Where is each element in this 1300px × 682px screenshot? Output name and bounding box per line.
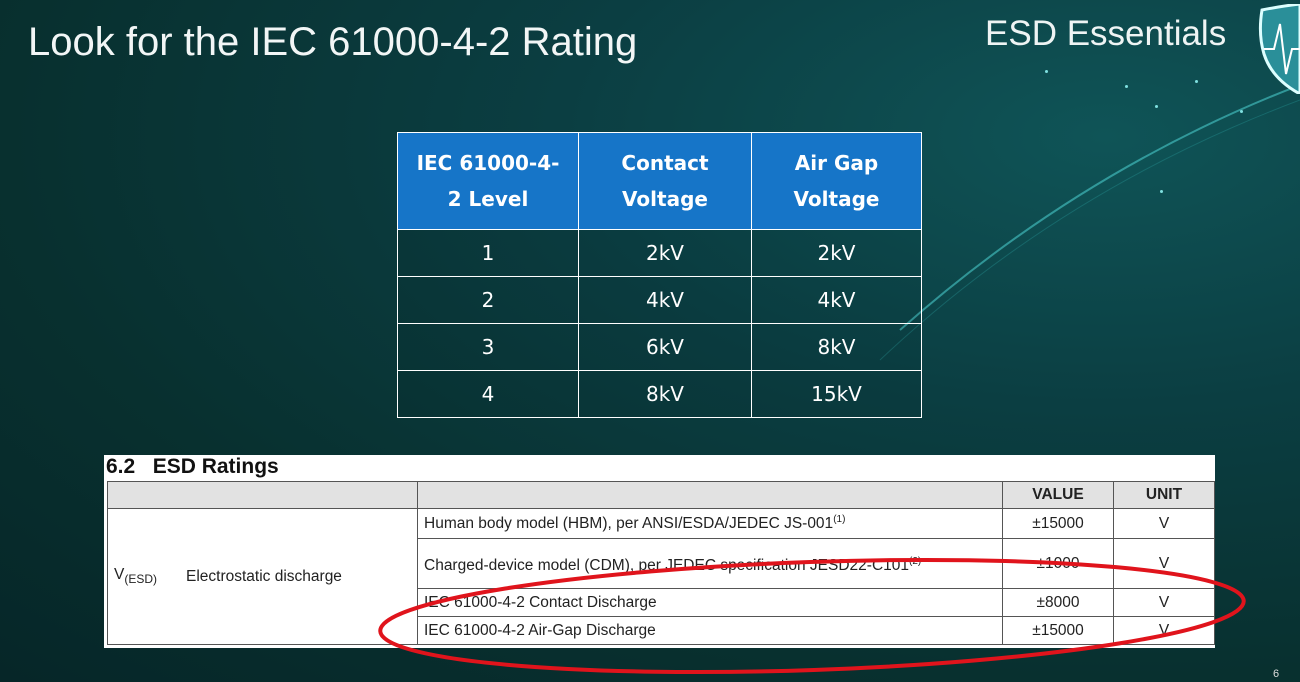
esd-ratings-heading: 6.2 ESD Ratings (106, 455, 279, 478)
slide-title: Look for the IEC 61000-4-2 Rating (28, 20, 638, 64)
symbol: V (114, 566, 125, 584)
page-number: 6 (1273, 668, 1280, 680)
star-dot (1240, 110, 1243, 113)
table-row: 3 6kV 8kV (397, 323, 922, 371)
iec-level-table: IEC 61000-4-2 Level Contact Voltage Air … (397, 132, 922, 418)
star-dot (1195, 80, 1198, 83)
brand-name: ESD Essentials (985, 14, 1227, 53)
star-dot (1125, 85, 1128, 88)
shield-heartbeat-icon (1258, 4, 1300, 94)
star-dot (1160, 190, 1163, 193)
table-row: 2 4kV 4kV (397, 276, 922, 324)
esd-ratings-table: VALUE UNIT V(ESD) Electrostatic discharg… (107, 481, 1215, 645)
table-row: 1 2kV 2kV (397, 229, 922, 277)
star-dot (1045, 70, 1048, 73)
table-row: V(ESD) Electrostatic discharge Human bod… (107, 508, 1215, 645)
table-row: 4 8kV 15kV (397, 370, 922, 418)
header-airgap: Air Gap Voltage (751, 132, 922, 230)
esd-ratings-excerpt: 6.2 ESD Ratings VALUE UNIT V(ESD) Electr… (104, 455, 1215, 648)
unit-header: UNIT (1113, 481, 1215, 509)
value-header: VALUE (1002, 481, 1114, 509)
parameter: Electrostatic discharge (180, 508, 418, 645)
header-level: IEC 61000-4-2 Level (397, 132, 579, 230)
header-contact: Contact Voltage (578, 132, 752, 230)
star-dot (1155, 105, 1158, 108)
